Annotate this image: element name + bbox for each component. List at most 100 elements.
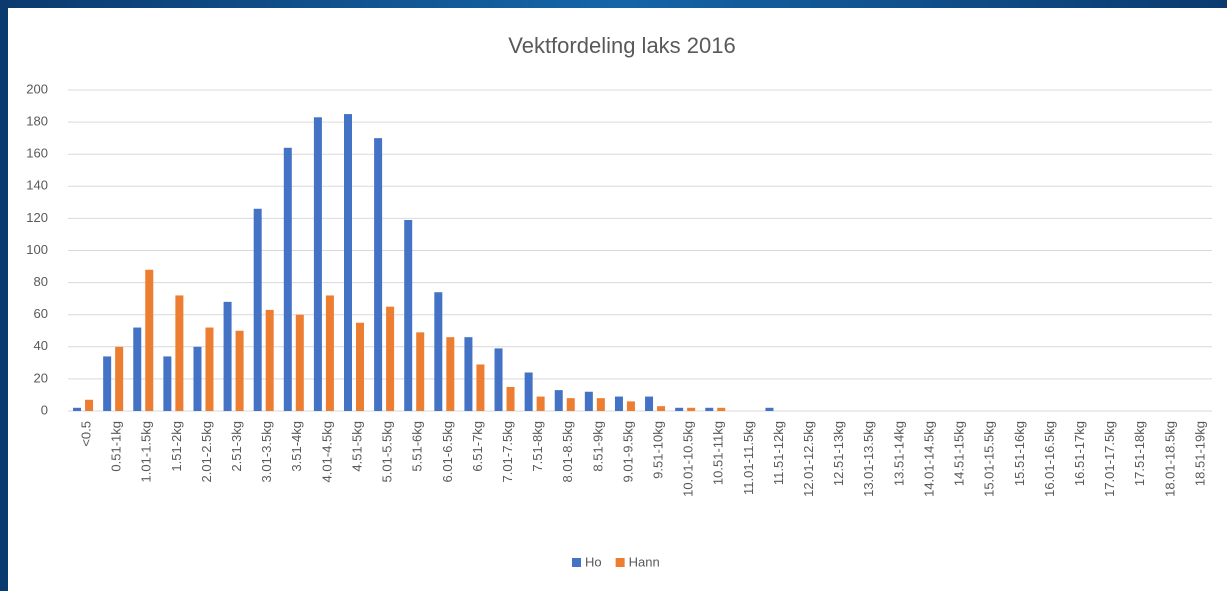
bar [223, 301, 232, 411]
x-tick-label: 10.01-10.5kg [681, 421, 696, 497]
bar [283, 147, 292, 411]
x-tick-label: 8.51-9kg [590, 421, 605, 472]
bar [596, 398, 605, 411]
x-tick-label: 18.51-19kg [1192, 421, 1207, 486]
legend-swatch [572, 558, 581, 567]
x-tick-label: 16.51-17kg [1072, 421, 1087, 486]
x-tick-label: 3.51-4kg [289, 421, 304, 472]
y-tick-label: 140 [26, 178, 48, 193]
legend-label: Ho [585, 554, 602, 569]
bar [205, 327, 214, 411]
bar [554, 390, 563, 411]
bar [434, 292, 443, 411]
y-tick-label: 60 [34, 306, 48, 321]
chart-title: Vektfordeling laks 2016 [508, 33, 736, 58]
x-tick-label: 14.51-15kg [952, 421, 967, 486]
x-tick-label: 13.51-14kg [891, 421, 906, 486]
x-tick-label: 6.01-6.5kg [440, 421, 455, 482]
legend-label: Hann [629, 554, 660, 569]
bar [476, 364, 485, 411]
x-tick-label: 12.01-12.5kg [801, 421, 816, 497]
x-tick-label: 17.01-17.5kg [1102, 421, 1117, 497]
y-tick-label: 160 [26, 146, 48, 161]
bar [416, 332, 425, 411]
bar [103, 356, 112, 411]
bar [717, 407, 726, 411]
x-tick-label: 6.51-7kg [470, 421, 485, 472]
bar [374, 138, 383, 411]
bar [626, 401, 635, 411]
bar [175, 295, 184, 411]
bar [325, 295, 334, 411]
bar [73, 407, 82, 411]
x-tick-label: 2.01-2.5kg [199, 421, 214, 482]
bar [313, 117, 322, 411]
bar [253, 208, 262, 411]
chart-panel [8, 8, 1227, 591]
bar [705, 407, 714, 411]
x-tick-label: 3.01-3.5kg [259, 421, 274, 482]
bar [235, 330, 244, 411]
y-tick-label: 200 [26, 81, 48, 96]
bar [145, 269, 154, 411]
x-tick-label: 7.01-7.5kg [500, 421, 515, 482]
x-tick-label: 9.51-10kg [650, 421, 665, 479]
y-tick-label: 20 [34, 370, 48, 385]
bar [675, 407, 684, 411]
bar [115, 346, 124, 411]
bar [614, 396, 623, 411]
x-tick-label: 11.51-12kg [771, 421, 786, 485]
bar [494, 348, 503, 411]
x-tick-label: 7.51-8kg [530, 421, 545, 472]
x-tick-label: 4.01-4.5kg [319, 421, 334, 482]
x-tick-label: 0.51-1kg [109, 421, 124, 472]
bar [657, 406, 666, 411]
x-tick-label: 1.01-1.5kg [139, 421, 154, 482]
x-tick-label: 9.01-9.5kg [620, 421, 635, 482]
x-tick-label: 10.51-11kg [711, 421, 726, 485]
x-tick-label: 5.01-5.5kg [380, 421, 395, 482]
bar [765, 407, 774, 411]
y-tick-label: 120 [26, 210, 48, 225]
y-tick-label: 80 [34, 274, 48, 289]
bar [85, 399, 94, 411]
bar [506, 386, 515, 411]
x-tick-label: 4.51-5kg [349, 421, 364, 472]
x-tick-label: 13.01-13.5kg [861, 421, 876, 497]
y-tick-label: 180 [26, 114, 48, 129]
x-tick-label: 15.51-16kg [1012, 421, 1027, 486]
x-tick-label: 1.51-2kg [169, 421, 184, 472]
x-tick-label: 16.01-16.5kg [1042, 421, 1057, 497]
x-tick-label: 5.51-6kg [410, 421, 425, 472]
y-tick-label: 0 [41, 402, 48, 417]
x-tick-label: 12.51-13kg [831, 421, 846, 486]
bar [344, 114, 352, 411]
bar [356, 322, 364, 411]
bar [295, 314, 304, 411]
bar [524, 372, 533, 411]
x-tick-label: 18.01-18.5kg [1162, 421, 1177, 497]
x-tick-label: 2.51-3kg [229, 421, 244, 472]
bar [566, 398, 575, 411]
y-tick-label: 100 [26, 242, 48, 257]
bar [645, 396, 654, 411]
y-tick-label: 40 [34, 338, 48, 353]
x-tick-label: 8.01-8.5kg [560, 421, 575, 482]
legend-swatch [615, 558, 625, 567]
bar [687, 407, 696, 411]
bar [404, 220, 413, 411]
bar [193, 346, 202, 411]
x-tick-label: 17.51-18kg [1132, 421, 1147, 486]
bar [464, 337, 473, 411]
bar [386, 306, 395, 411]
x-tick-label: <0.5 [78, 421, 93, 447]
x-tick-label: 15.01-15.5kg [982, 421, 997, 497]
bar [265, 309, 274, 411]
bar [584, 391, 593, 411]
x-tick-label: 11.01-11.5kg [741, 421, 756, 495]
bar [133, 327, 142, 411]
x-tick-label: 14.01-14.5kg [921, 421, 936, 497]
bar [446, 337, 455, 411]
